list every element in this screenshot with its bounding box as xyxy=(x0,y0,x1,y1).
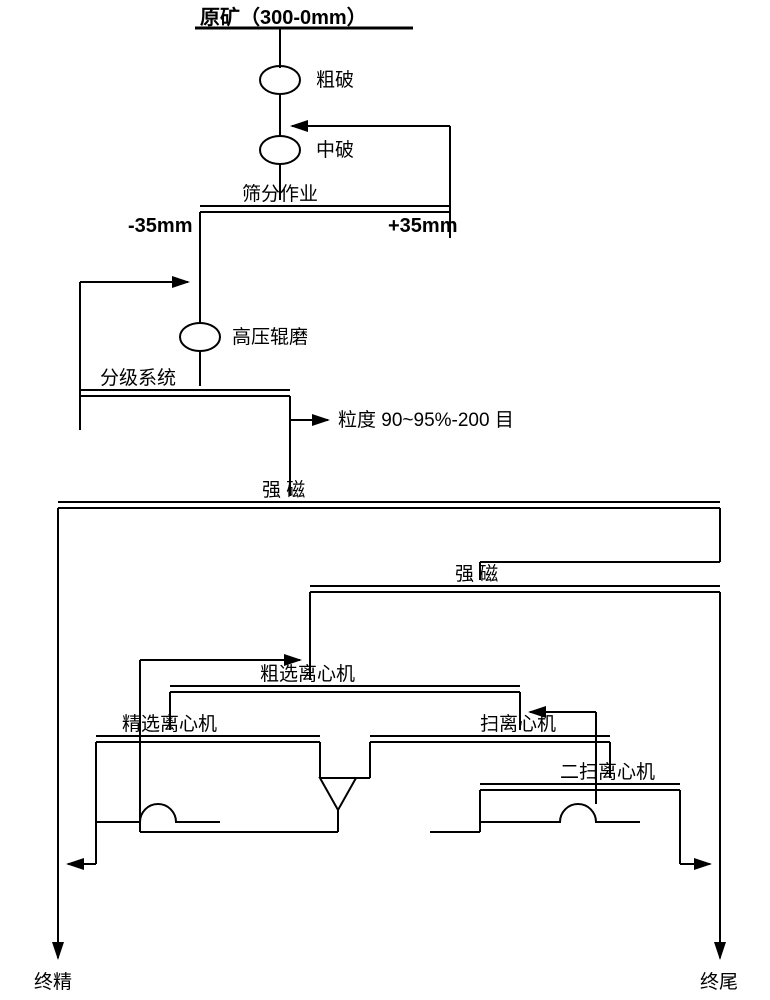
class-sys: 分级系统 xyxy=(100,367,176,389)
crush1-node xyxy=(260,66,300,94)
hpgr-label: 高压辊磨 xyxy=(232,326,308,348)
screen-op: 筛分作业 xyxy=(242,183,318,205)
cent-scav2: 二扫离心机 xyxy=(560,761,655,783)
screen-minus: -35mm xyxy=(128,215,192,237)
hpgr-node xyxy=(180,323,220,351)
concentrate: 终精 xyxy=(34,971,72,993)
cent-clean: 精选离心机 xyxy=(122,713,217,735)
crush2-node xyxy=(260,136,300,164)
flowchart: 原矿（300-0mm） 粗破 中破 筛分作业 -35mm +35mm 高压辊磨 … xyxy=(0,0,770,1000)
mag2: 强 磁 xyxy=(455,563,498,585)
cent-scav1: 扫离心机 xyxy=(480,713,556,735)
mag1: 强 磁 xyxy=(262,479,305,501)
cent-rough: 粗选离心机 xyxy=(260,663,355,685)
tailings: 终尾 xyxy=(700,971,738,993)
crush2-label: 中破 xyxy=(316,139,354,161)
screen-plus: +35mm xyxy=(388,215,458,237)
title: 原矿（300-0mm） xyxy=(200,5,367,29)
crush1-label: 粗破 xyxy=(316,69,354,91)
size-note: 粒度 90~95%-200 目 xyxy=(338,409,514,431)
